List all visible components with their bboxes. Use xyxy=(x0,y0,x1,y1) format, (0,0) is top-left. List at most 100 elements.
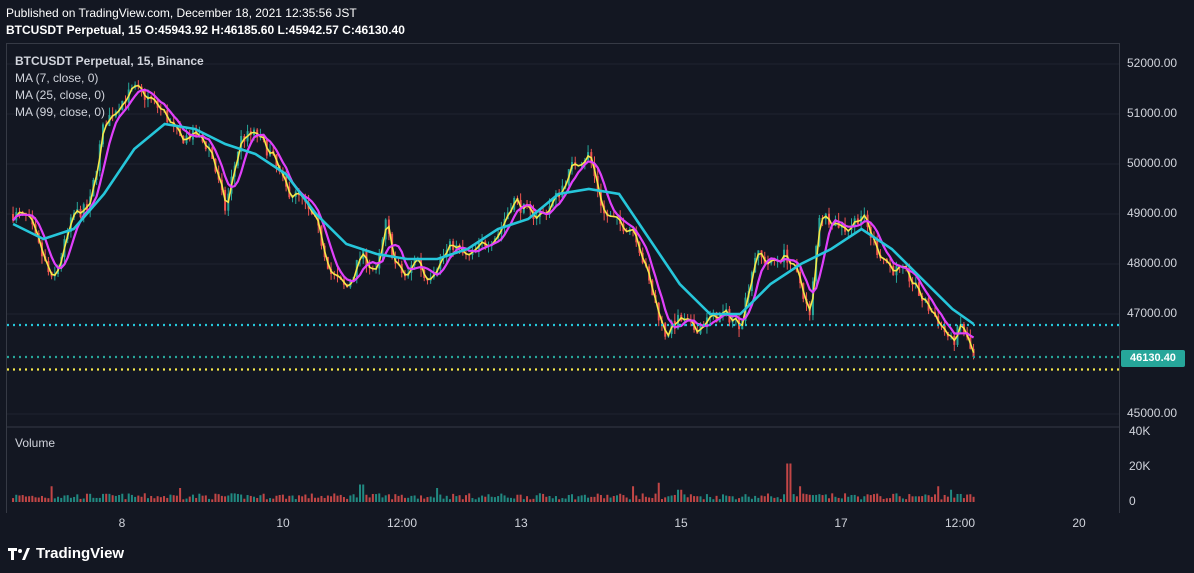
volume-bars xyxy=(12,463,975,502)
volume-bar xyxy=(927,495,930,502)
volume-bar xyxy=(583,494,586,502)
volume-bar xyxy=(118,495,121,502)
volume-bar xyxy=(799,486,802,502)
volume-bar xyxy=(481,495,484,502)
time-tick-label: 13 xyxy=(514,516,528,530)
volume-bar xyxy=(500,493,503,502)
ma25-legend[interactable]: MA (25, close, 0) xyxy=(15,88,106,102)
volume-bar xyxy=(844,493,847,502)
volume-bar xyxy=(574,499,577,502)
ma7-legend[interactable]: MA (7, close, 0) xyxy=(15,71,99,85)
volume-bar xyxy=(731,496,734,502)
volume-bar xyxy=(304,494,307,502)
volume-bar xyxy=(493,497,496,502)
volume-bar xyxy=(111,495,114,502)
volume-bar xyxy=(738,498,741,502)
volume-bar xyxy=(766,493,769,502)
volume-tick-label: 40K xyxy=(1129,424,1150,438)
volume-bar xyxy=(619,493,622,502)
volume-bar xyxy=(217,494,220,502)
volume-bar xyxy=(811,495,814,502)
volume-bar xyxy=(606,494,609,502)
volume-bar xyxy=(63,495,66,502)
volume-bar xyxy=(792,494,795,502)
chart-pane[interactable] xyxy=(6,43,1120,513)
volume-bar xyxy=(834,496,837,502)
volume-bar xyxy=(680,489,683,502)
volume-bar xyxy=(57,496,60,502)
volume-bar xyxy=(542,493,545,502)
volume-bar xyxy=(240,494,243,502)
volume-bar xyxy=(262,493,265,502)
volume-bar xyxy=(397,495,400,502)
volume-bar xyxy=(272,498,275,502)
volume-bar xyxy=(673,494,676,502)
volume-bar xyxy=(522,499,525,502)
volume-bar xyxy=(770,496,773,502)
volume-bar xyxy=(654,493,657,502)
volume-bar xyxy=(699,496,702,502)
volume-bar xyxy=(805,494,808,502)
volume-bar xyxy=(275,495,278,502)
volume-bar xyxy=(53,498,56,502)
volume-bar xyxy=(310,493,313,502)
volume-bar xyxy=(670,495,673,502)
volume-bar xyxy=(937,486,940,502)
volume-bar xyxy=(195,497,198,502)
volume-bar xyxy=(391,499,394,502)
ma99-legend[interactable]: MA (99, close, 0) xyxy=(15,105,106,119)
price-chart[interactable] xyxy=(7,44,1119,514)
volume-bar xyxy=(403,497,406,502)
volume-bar xyxy=(930,496,933,502)
volume-bar xyxy=(526,496,529,502)
volume-bar xyxy=(37,497,40,502)
volume-bar xyxy=(728,496,731,502)
volume-bar xyxy=(709,497,712,502)
volume-bar xyxy=(336,495,339,502)
volume-bar xyxy=(821,495,824,502)
volume-bar xyxy=(420,495,423,502)
volume-bar xyxy=(182,499,185,502)
volume-bar xyxy=(375,494,378,502)
brand-name: TradingView xyxy=(36,545,125,562)
volume-bar xyxy=(150,495,153,502)
tradingview-logo-icon xyxy=(8,547,30,560)
volume-bar xyxy=(959,493,962,502)
volume-bar xyxy=(140,496,143,502)
volume-bar xyxy=(127,493,130,502)
volume-bar xyxy=(362,484,365,502)
volume-bar xyxy=(166,497,169,502)
volume-bar xyxy=(972,496,975,502)
volume-bar xyxy=(506,497,509,502)
volume-bar xyxy=(246,495,249,502)
volume-bar xyxy=(962,498,965,502)
volume-bar xyxy=(442,498,445,502)
volume-bar xyxy=(28,496,31,502)
ma7-line xyxy=(12,84,975,354)
time-tick-label: 12:00 xyxy=(387,516,417,530)
volume-bar xyxy=(667,496,670,502)
volume-bar xyxy=(535,495,538,502)
volume-bar xyxy=(734,499,737,502)
tradingview-brand[interactable]: TradingView xyxy=(8,545,124,562)
volume-bar xyxy=(596,493,599,502)
volume-bar xyxy=(60,497,63,502)
volume-bar xyxy=(773,497,776,502)
volume-bar xyxy=(612,495,615,502)
volume-legend[interactable]: Volume xyxy=(15,436,56,450)
volume-bar xyxy=(840,498,843,502)
volume-bar xyxy=(905,499,908,502)
volume-bar xyxy=(487,494,490,502)
volume-bar xyxy=(702,499,705,502)
volume-bar xyxy=(371,493,374,502)
volume-bar xyxy=(214,493,217,502)
volume-bar xyxy=(208,498,211,502)
volume-bar xyxy=(946,496,949,502)
volume-bar xyxy=(689,494,692,502)
volume-bar xyxy=(641,493,644,502)
volume-bar xyxy=(34,497,37,502)
volume-bar xyxy=(548,495,551,502)
volume-bar xyxy=(278,494,281,502)
volume-bar xyxy=(172,495,175,502)
price-tick-label: 52000.00 xyxy=(1127,56,1177,70)
